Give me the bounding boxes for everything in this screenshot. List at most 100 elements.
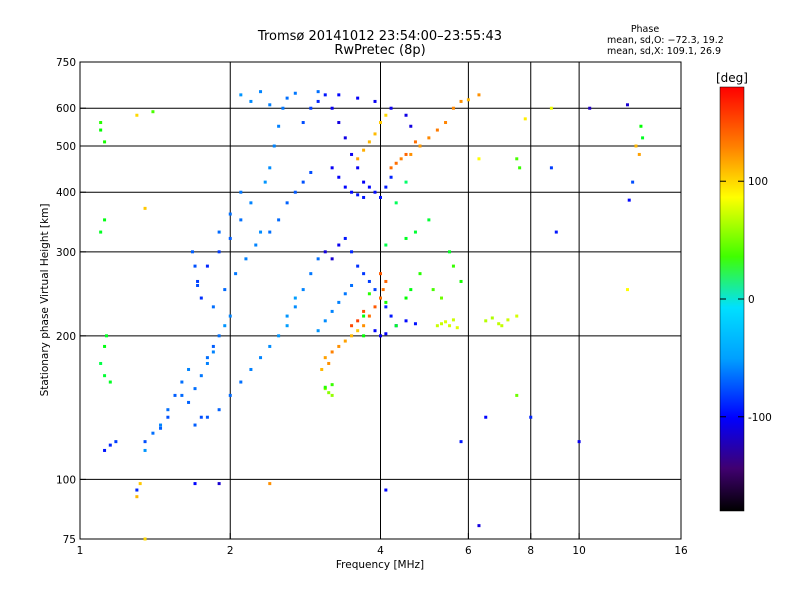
- data-point: [330, 383, 334, 387]
- data-point: [199, 296, 203, 300]
- data-point: [389, 314, 393, 318]
- data-point: [316, 99, 320, 103]
- data-point: [143, 537, 147, 541]
- data-point: [330, 393, 334, 397]
- data-point: [634, 144, 638, 148]
- data-point: [343, 185, 347, 189]
- data-point: [173, 393, 177, 397]
- data-point: [138, 482, 142, 486]
- data-point: [373, 99, 377, 103]
- data-point: [506, 318, 510, 322]
- data-point: [409, 288, 413, 292]
- data-point: [108, 443, 112, 447]
- data-point: [356, 193, 360, 197]
- data-point: [249, 201, 253, 205]
- data-point: [350, 152, 354, 156]
- data-point: [384, 332, 388, 336]
- data-point: [404, 319, 408, 323]
- data-point: [362, 148, 366, 152]
- data-point: [330, 166, 334, 170]
- data-point: [384, 243, 388, 247]
- data-point: [211, 344, 215, 348]
- data-point: [350, 324, 354, 328]
- data-point: [330, 350, 334, 354]
- data-point: [239, 380, 243, 384]
- data-point: [187, 367, 191, 371]
- data-point: [272, 144, 276, 148]
- data-point: [281, 106, 285, 110]
- data-point: [409, 152, 413, 156]
- data-point: [367, 314, 371, 318]
- data-point: [379, 195, 382, 199]
- data-point: [466, 98, 470, 102]
- data-point: [330, 309, 334, 313]
- data-point: [285, 201, 289, 205]
- data-point: [108, 380, 112, 384]
- data-point: [549, 106, 553, 110]
- data-point: [199, 374, 203, 378]
- data-point: [323, 319, 327, 323]
- data-point: [367, 279, 371, 283]
- data-point: [451, 264, 455, 268]
- colorbar-tick-label: -100: [748, 412, 772, 424]
- data-point: [327, 391, 331, 395]
- y-tick-label: 400: [56, 187, 76, 199]
- data-point: [259, 356, 263, 360]
- data-point: [362, 314, 366, 318]
- data-point: [301, 288, 305, 292]
- data-point: [379, 296, 382, 300]
- data-point: [159, 426, 163, 430]
- data-point: [625, 288, 629, 292]
- data-point: [337, 300, 341, 304]
- data-point: [373, 329, 377, 333]
- data-point: [484, 319, 488, 323]
- data-point: [440, 322, 444, 326]
- data-point: [356, 157, 360, 161]
- data-point: [316, 90, 320, 94]
- data-point: [217, 230, 221, 234]
- data-point: [404, 113, 408, 117]
- colorbar-tick-label: 0: [748, 294, 755, 306]
- data-point: [394, 324, 398, 328]
- data-point: [268, 230, 272, 234]
- data-point: [249, 99, 253, 103]
- data-point: [103, 448, 107, 452]
- data-point: [205, 264, 209, 268]
- data-point: [327, 361, 331, 365]
- data-point: [418, 144, 422, 148]
- data-point: [99, 230, 103, 234]
- y-tick-label: 100: [56, 474, 76, 486]
- data-point: [356, 264, 360, 268]
- data-point: [362, 324, 366, 328]
- data-point: [277, 124, 281, 128]
- data-point: [529, 415, 533, 419]
- data-point: [384, 488, 388, 492]
- data-point: [234, 272, 238, 276]
- data-point: [477, 157, 481, 161]
- data-point: [316, 257, 320, 261]
- data-point: [448, 250, 452, 254]
- data-point: [187, 400, 191, 404]
- data-point: [373, 132, 377, 136]
- data-point: [301, 121, 305, 125]
- data-point: [285, 314, 289, 318]
- data-point: [228, 393, 232, 397]
- data-point: [451, 318, 455, 322]
- data-point: [259, 230, 263, 234]
- data-point: [223, 324, 227, 328]
- data-point: [114, 440, 118, 444]
- x-tick-label: 10: [572, 545, 585, 557]
- data-point: [440, 296, 444, 300]
- data-point: [337, 344, 341, 348]
- data-point: [554, 230, 558, 234]
- data-point: [384, 305, 388, 309]
- data-point: [577, 440, 581, 444]
- data-point: [199, 415, 203, 419]
- data-point: [103, 218, 107, 222]
- data-point: [431, 288, 435, 292]
- data-point: [409, 124, 413, 128]
- data-point: [285, 96, 289, 100]
- data-point: [259, 90, 263, 94]
- data-point: [451, 106, 455, 110]
